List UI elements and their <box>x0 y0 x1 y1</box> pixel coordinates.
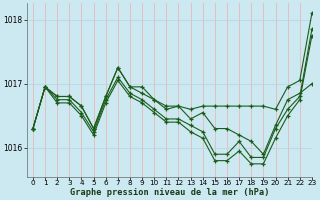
X-axis label: Graphe pression niveau de la mer (hPa): Graphe pression niveau de la mer (hPa) <box>70 188 269 197</box>
